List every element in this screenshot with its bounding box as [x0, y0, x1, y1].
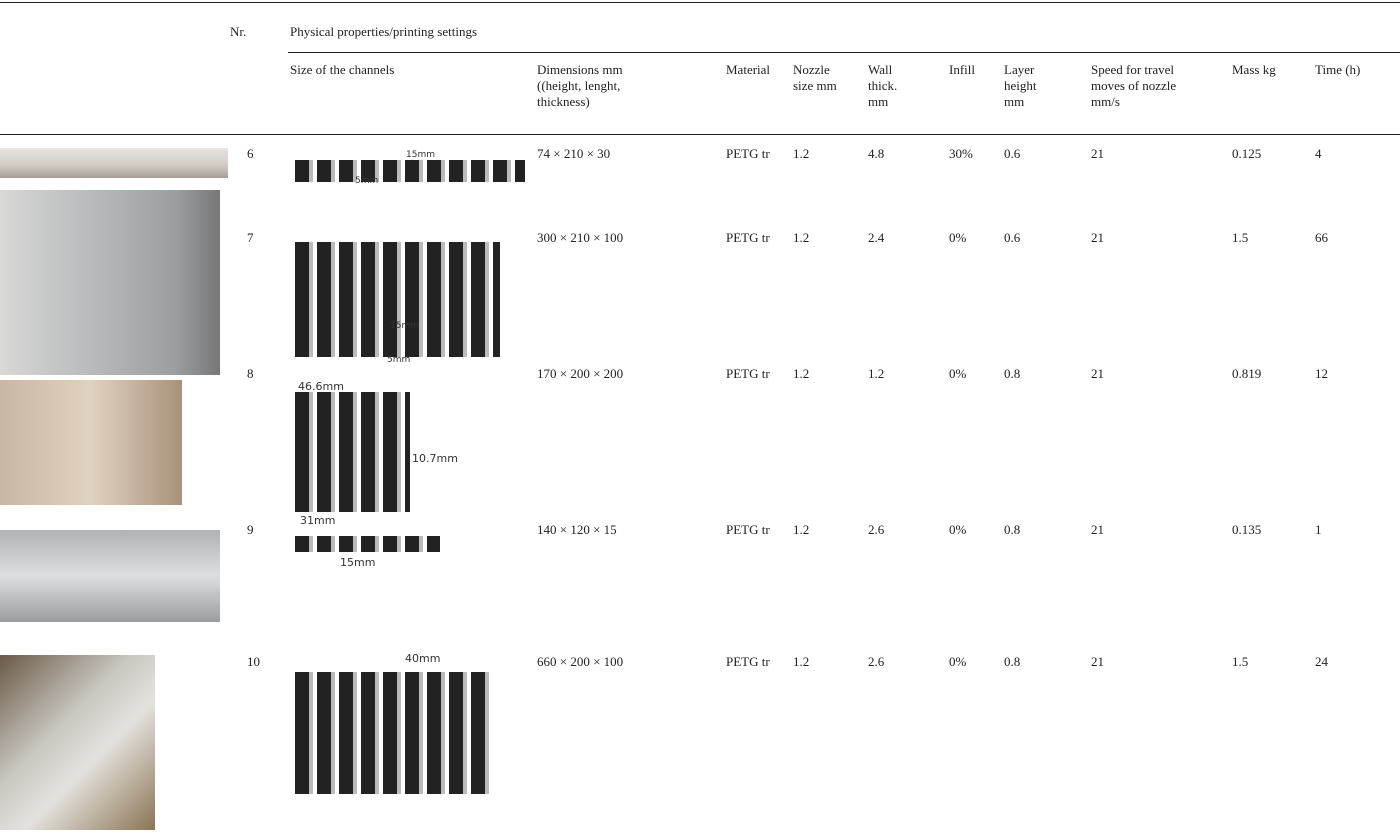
- cell: 1.2: [793, 146, 810, 161]
- cell: 30%: [949, 146, 973, 161]
- cell: 74 × 210 × 30: [537, 146, 611, 161]
- sample-photo: [0, 530, 220, 622]
- sample-photo: [0, 148, 228, 178]
- column-header: Mass kg: [1232, 62, 1276, 77]
- channel-label: 15mm: [406, 150, 435, 160]
- cell: PETG tr: [726, 366, 770, 381]
- channel-diagram: [295, 160, 525, 182]
- row-number: 7: [247, 230, 254, 245]
- cell: 0%: [949, 230, 967, 245]
- cell: 1.2: [793, 654, 810, 669]
- cell: 0%: [949, 654, 967, 669]
- cell: 660 × 200 × 100: [537, 654, 624, 669]
- cell: 0.8: [1004, 654, 1021, 669]
- cell: 0.6: [1004, 146, 1021, 161]
- column-header: Speed for travel moves of nozzle mm/s: [1091, 62, 1177, 109]
- top-rule: [0, 2, 1400, 3]
- cell: 0.819: [1232, 366, 1262, 381]
- cell: 0%: [949, 522, 967, 537]
- cell: 24: [1315, 654, 1328, 669]
- cell: PETG tr: [726, 146, 770, 161]
- column-header: Time (h): [1315, 62, 1361, 77]
- group-rule: [288, 52, 1400, 53]
- cell: 1.2: [793, 366, 810, 381]
- column-header: Dimensions mm ((height, lenght, thicknes…: [537, 62, 623, 109]
- cell: PETG tr: [726, 230, 770, 245]
- cell: 1.2: [793, 522, 810, 537]
- cell: PETG tr: [726, 654, 770, 669]
- row-number: 8: [247, 366, 254, 381]
- cell: 4.8: [868, 146, 885, 161]
- cell: 1.5: [1232, 230, 1249, 245]
- cell: 140 × 120 × 15: [537, 522, 617, 537]
- cell: 66: [1315, 230, 1328, 245]
- cell: 0.6: [1004, 230, 1021, 245]
- channel-label: 5mm: [387, 355, 411, 365]
- channel-diagram: [295, 392, 410, 512]
- cell: 170 × 200 × 200: [537, 366, 624, 381]
- sample-photo: [0, 380, 182, 505]
- cell: 1.5: [1232, 654, 1249, 669]
- channel-label: 31mm: [300, 514, 336, 527]
- row-number: 9: [247, 522, 254, 537]
- row-number: 10: [247, 654, 260, 669]
- cell: 2.6: [868, 522, 885, 537]
- cell: 0.135: [1232, 522, 1262, 537]
- channel-diagram: [295, 536, 440, 552]
- channel-label: 5mm: [355, 176, 379, 186]
- cell: 0.125: [1232, 146, 1262, 161]
- cell: 21: [1091, 366, 1104, 381]
- cell: 21: [1091, 146, 1104, 161]
- channel-diagram: [295, 242, 500, 357]
- row-number: 6: [247, 146, 254, 161]
- sample-photo: [0, 655, 155, 830]
- column-header: Nozzle size mm: [793, 62, 837, 93]
- cell: 300 × 210 × 100: [537, 230, 624, 245]
- channel-label: 40mm: [405, 652, 441, 665]
- cell: 0.8: [1004, 522, 1021, 537]
- cell: 4: [1315, 146, 1322, 161]
- cell: 21: [1091, 522, 1104, 537]
- nr-header: Nr.: [230, 24, 247, 39]
- cell: PETG tr: [726, 522, 770, 537]
- cell: 0.8: [1004, 366, 1021, 381]
- column-header: Size of the channels: [290, 62, 395, 77]
- column-header: Layer height mm: [1004, 62, 1037, 109]
- cell: 1.2: [868, 366, 885, 381]
- header-rule: [0, 134, 1400, 135]
- group-header: Physical properties/printing settings: [290, 24, 478, 39]
- cell: 12: [1315, 366, 1328, 381]
- column-header: Material: [726, 62, 771, 77]
- cell: 2.6: [868, 654, 885, 669]
- sample-photo: [0, 190, 220, 375]
- cell: 21: [1091, 230, 1104, 245]
- cell: 0%: [949, 366, 967, 381]
- cell: 21: [1091, 654, 1104, 669]
- channel-label: 15mm: [390, 321, 419, 331]
- channel-label: 10.7mm: [412, 452, 458, 465]
- channel-label: 46.6mm: [298, 380, 344, 393]
- cell: 1.2: [793, 230, 810, 245]
- cell: 2.4: [868, 230, 885, 245]
- column-header: Infill: [949, 62, 975, 77]
- channel-diagram: [295, 672, 490, 794]
- cell: 1: [1315, 522, 1322, 537]
- column-header: Wall thick. mm: [868, 62, 898, 109]
- channel-label: 15mm: [340, 556, 376, 569]
